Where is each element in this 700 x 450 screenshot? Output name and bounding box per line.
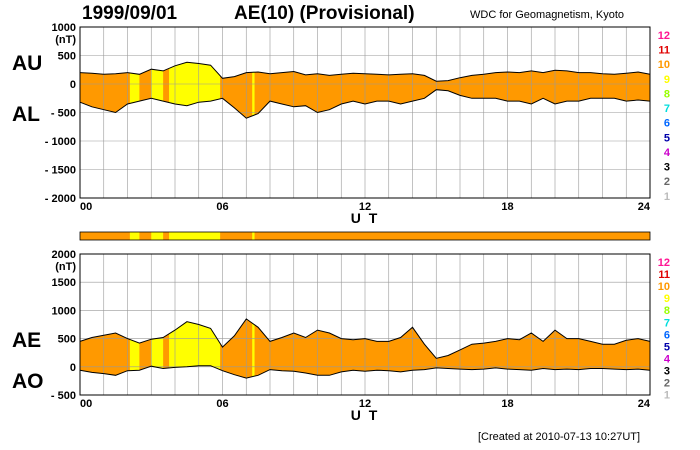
- activity-bar: [79, 231, 651, 241]
- unit-label: (nT): [55, 34, 76, 46]
- scale-level-7: 7: [664, 317, 670, 329]
- scale-level-5: 5: [664, 341, 670, 353]
- highlight-band: [252, 62, 255, 119]
- scale-level-6: 6: [664, 118, 670, 130]
- highlight-band: [252, 318, 255, 379]
- x-tick-label: 18: [501, 201, 513, 213]
- y-tick-label: 1500: [52, 277, 76, 289]
- y-tick-label: - 1500: [45, 165, 76, 177]
- series-ao-line: [79, 365, 651, 379]
- scale-level-1: 1: [664, 390, 670, 402]
- ae-label: AE: [12, 329, 42, 352]
- x-tick-label: 24: [638, 398, 651, 410]
- unit-label: (nT): [55, 261, 76, 273]
- x-tick-label: 18: [501, 398, 513, 410]
- scale-level-8: 8: [664, 305, 670, 317]
- x-tick-label: 06: [216, 398, 228, 410]
- al-label: AL: [12, 103, 40, 126]
- highlight-band: [151, 318, 164, 379]
- x-tick-label: 12: [359, 201, 371, 213]
- y-tick-label: - 500: [51, 108, 76, 120]
- y-tick-label: 1000: [52, 305, 76, 317]
- scale-level-5: 5: [664, 132, 670, 144]
- scale-level-3: 3: [664, 365, 670, 377]
- scale-level-1: 1: [664, 191, 670, 203]
- x-tick-label: 12: [359, 398, 371, 410]
- scale-level-8: 8: [664, 88, 670, 100]
- y-tick-label: 0: [70, 79, 76, 91]
- scale-level-11: 11: [658, 269, 670, 281]
- scale-level-10: 10: [658, 59, 670, 71]
- scale-level-3: 3: [664, 162, 670, 174]
- series-al-line: [79, 89, 651, 119]
- highlight-band: [151, 62, 164, 119]
- y-tick-label: 500: [58, 51, 76, 63]
- highlight-band: [169, 318, 221, 379]
- scale-level-9: 9: [664, 293, 670, 305]
- source-label: WDC for Geomagnetism, Kyoto: [470, 9, 625, 21]
- scale-level-12: 12: [658, 30, 670, 42]
- chart-title: AE(10) (Provisional): [234, 3, 415, 24]
- y-tick-label: - 2000: [45, 193, 76, 205]
- scale-level-10: 10: [658, 281, 670, 293]
- y-tick-label: 2000: [52, 249, 76, 261]
- activity-bar-highlight: [169, 232, 221, 240]
- highlight-band: [129, 62, 140, 119]
- y-tick-label: - 1000: [45, 136, 76, 148]
- x-tick-label: 00: [80, 398, 92, 410]
- series-ae-line: [79, 318, 651, 359]
- scale-level-6: 6: [664, 329, 670, 341]
- y-tick-label: - 500: [51, 390, 76, 402]
- y-tick-label: 1000: [52, 22, 76, 34]
- scale-level-4: 4: [664, 353, 671, 365]
- created-label: [Created at 2010-07-13 10:27UT]: [478, 431, 641, 443]
- date-label: 1999/09/01: [82, 3, 178, 24]
- activity-bar-frame: [79, 231, 651, 241]
- plot-frame: [79, 253, 651, 396]
- scale-level-2: 2: [664, 378, 670, 390]
- plot-frame: [79, 26, 651, 199]
- scale-level-4: 4: [664, 147, 671, 159]
- scale-level-2: 2: [664, 176, 670, 188]
- highlight-band: [129, 318, 140, 379]
- activity-bar-fill: [80, 232, 650, 240]
- x-axis-label: U T: [351, 407, 380, 423]
- au-label: AU: [12, 52, 43, 75]
- scale-level-7: 7: [664, 103, 670, 115]
- series-au-line: [79, 61, 651, 82]
- x-tick-label: 00: [80, 201, 92, 213]
- scale-level-9: 9: [664, 74, 670, 86]
- activity-bar-highlight: [129, 232, 140, 240]
- activity-bar-highlight: [151, 232, 164, 240]
- x-tick-label: 06: [216, 201, 228, 213]
- x-axis-label: U T: [351, 210, 380, 226]
- activity-bar-highlight: [252, 232, 255, 240]
- scale-level-12: 12: [658, 257, 670, 269]
- y-tick-label: 500: [58, 334, 76, 346]
- panel-au-al: 1000 500 0 - 500 - 1000 - 1500 - 2000 (nT) 00 06 1…: [45, 22, 671, 226]
- ao-label: AO: [12, 370, 44, 393]
- y-tick-label: 0: [70, 362, 76, 374]
- scale-level-11: 11: [658, 45, 670, 57]
- x-tick-label: 24: [638, 201, 651, 213]
